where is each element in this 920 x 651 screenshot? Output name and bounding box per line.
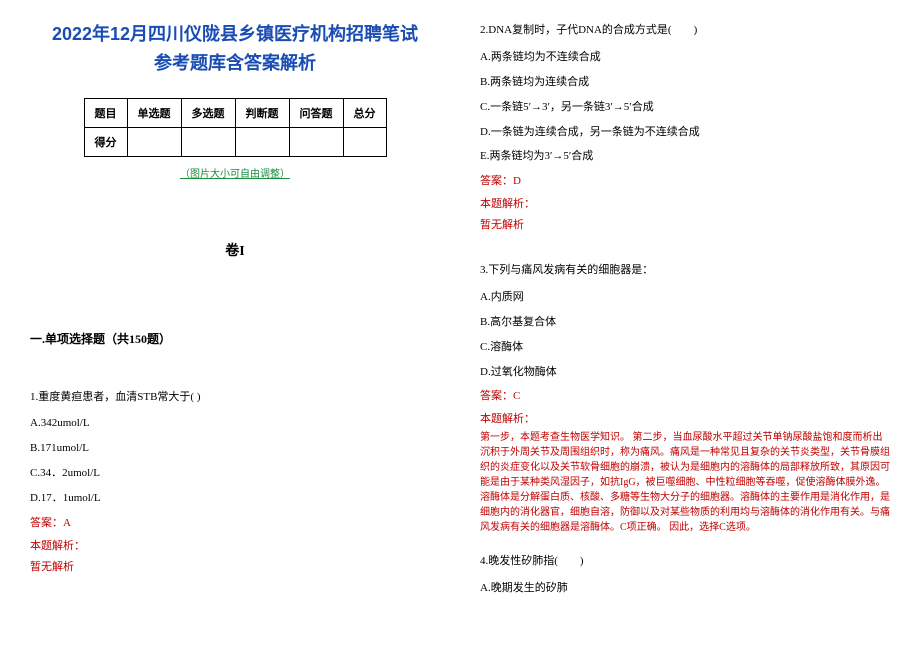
q3-explain-label: 本题解析：	[480, 409, 890, 430]
volume-label: 卷I	[30, 240, 440, 260]
right-column: 2.DNA复制时，子代DNA的合成方式是( ) A.两条链均为不连续合成 B.两…	[460, 0, 920, 651]
q1-option-c: C.34．2umol/L	[30, 463, 440, 484]
th-single: 单选题	[127, 98, 181, 127]
title-line-1: 2022年12月四川仪陇县乡镇医疗机构招聘笔试	[30, 20, 440, 49]
document-title: 2022年12月四川仪陇县乡镇医疗机构招聘笔试 参考题库含答案解析	[30, 20, 440, 78]
th-multi: 多选题	[181, 98, 235, 127]
question-2: 2.DNA复制时，子代DNA的合成方式是( ) A.两条链均为不连续合成 B.两…	[480, 20, 890, 236]
q1-answer: 答案：A	[30, 513, 440, 534]
table-header-row: 题目 单选题 多选题 判断题 问答题 总分	[84, 98, 386, 127]
q2-option-e: E.两条链均为3′→5′合成	[480, 146, 890, 167]
q1-explain-body: 暂无解析	[30, 557, 440, 578]
q1-option-b: B.171umol/L	[30, 438, 440, 459]
td-empty	[127, 127, 181, 156]
q3-stem: 3.下列与痛风发病有关的细胞器是：	[480, 260, 890, 281]
td-empty	[343, 127, 386, 156]
q1-explain-label: 本题解析：	[30, 536, 440, 557]
th-qa: 问答题	[289, 98, 343, 127]
th-total: 总分	[343, 98, 386, 127]
q3-explain-body: 第一步，本题考查生物医学知识。 第二步，当血尿酸水平超过关节单钠尿酸盐饱和度而析…	[480, 430, 890, 535]
section-header: 一.单项选择题（共150题）	[30, 330, 440, 347]
q1-option-a: A.342umol/L	[30, 413, 440, 434]
q3-option-a: A.内质网	[480, 287, 890, 308]
td-empty	[181, 127, 235, 156]
question-4: 4.晚发性矽肺指( ) A.晚期发生的矽肺	[480, 551, 890, 599]
q3-option-b: B.高尔基复合体	[480, 312, 890, 333]
q2-option-c: C.一条链5′→3′，另一条链3′→5′合成	[480, 97, 890, 118]
td-empty	[235, 127, 289, 156]
q2-stem: 2.DNA复制时，子代DNA的合成方式是( )	[480, 20, 890, 41]
q4-stem: 4.晚发性矽肺指( )	[480, 551, 890, 572]
q1-stem: 1.重度黄疸患者，血清STB常大于( )	[30, 387, 440, 408]
image-size-note: （图片大小可自由调整）	[30, 165, 440, 180]
q2-option-a: A.两条链均为不连续合成	[480, 47, 890, 68]
table-score-row: 得分	[84, 127, 386, 156]
q3-answer: 答案：C	[480, 386, 890, 407]
td-empty	[289, 127, 343, 156]
question-1: 1.重度黄疸患者，血清STB常大于( ) A.342umol/L B.171um…	[30, 387, 440, 578]
q1-option-d: D.17．1umol/L	[30, 488, 440, 509]
th-topic: 题目	[84, 98, 127, 127]
q4-option-a: A.晚期发生的矽肺	[480, 578, 890, 599]
q3-option-d: D.过氧化物酶体	[480, 362, 890, 383]
q2-option-b: B.两条链均为连续合成	[480, 72, 890, 93]
q2-explain-label: 本题解析：	[480, 194, 890, 215]
score-table: 题目 单选题 多选题 判断题 问答题 总分 得分	[84, 98, 387, 157]
left-column: 2022年12月四川仪陇县乡镇医疗机构招聘笔试 参考题库含答案解析 题目 单选题…	[0, 0, 460, 651]
td-score-label: 得分	[84, 127, 127, 156]
q3-option-c: C.溶酶体	[480, 337, 890, 358]
th-judge: 判断题	[235, 98, 289, 127]
q2-answer: 答案：D	[480, 171, 890, 192]
title-line-2: 参考题库含答案解析	[30, 49, 440, 78]
q2-explain-body: 暂无解析	[480, 215, 890, 236]
q2-option-d: D.一条链为连续合成，另一条链为不连续合成	[480, 122, 890, 143]
question-3: 3.下列与痛风发病有关的细胞器是： A.内质网 B.高尔基复合体 C.溶酶体 D…	[480, 260, 890, 535]
